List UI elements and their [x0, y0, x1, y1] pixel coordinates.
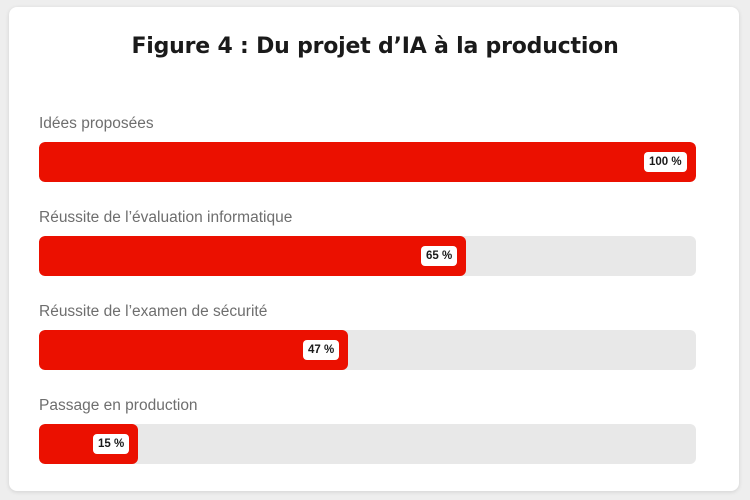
bar-category-label: Passage en production [39, 397, 198, 414]
bar-value-label: 65 % [421, 246, 458, 266]
chart-title: Figure 4 : Du projet d’IA à la productio… [131, 34, 619, 59]
bar-value-label: 100 % [644, 152, 687, 172]
bar-value-label: 15 % [93, 434, 130, 454]
bar [39, 142, 696, 182]
bar-category-label: Réussite de l’examen de sécurité [39, 303, 268, 320]
bar-track: 100 % [39, 142, 696, 182]
bar [39, 236, 466, 276]
bar-value-label: 47 % [303, 340, 340, 360]
bar-track: 15 % [39, 424, 696, 464]
bar [39, 330, 348, 370]
bar-track: 47 % [39, 330, 696, 370]
bar-track: 65 % [39, 236, 696, 276]
bar-category-label: Réussite de l’évaluation informatique [39, 209, 293, 226]
bar-category-label: Idées proposées [39, 115, 154, 132]
